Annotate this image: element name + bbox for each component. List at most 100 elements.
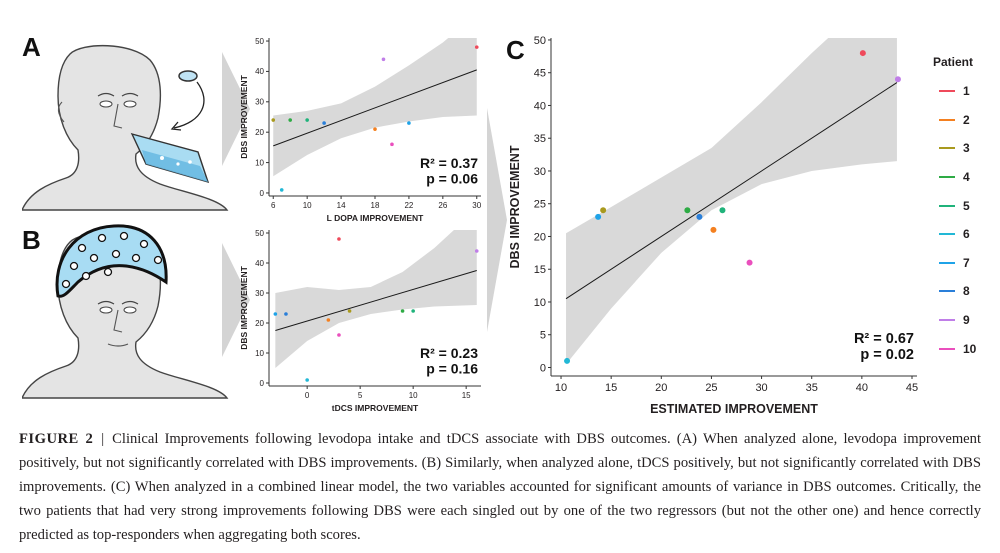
x-axis-label: tDCS IMPROVEMENT <box>332 403 419 413</box>
legend-swatch <box>939 290 955 293</box>
y-tick-label: 35 <box>534 133 546 145</box>
legend-item-patient-10: 10 <box>933 334 997 363</box>
x-tick-label: 6 <box>271 201 276 210</box>
x-tick-label: 0 <box>305 391 310 400</box>
caption-figure-label: FIGURE 2 <box>19 431 94 447</box>
legend-label: 7 <box>963 255 970 270</box>
chart-c-combined-scatter: 10 15 20 25 30 35 40 45 0 5 10 15 20 25 30 35 40 45 50 ESTI… <box>508 35 918 416</box>
y-tick-label: 15 <box>534 264 546 276</box>
x-tick-label: 25 <box>705 382 717 394</box>
y-tick-label: 50 <box>534 35 546 47</box>
x-tick-label: 10 <box>555 382 567 394</box>
caption-text: Clinical Improvements following levodopa… <box>19 431 982 543</box>
y-tick-label: 30 <box>255 98 264 107</box>
legend-item-patient-1: 1 <box>933 77 997 106</box>
x-tick-label: 35 <box>806 382 818 394</box>
legend-label: 9 <box>963 313 970 328</box>
data-point-patient-8 <box>696 213 703 220</box>
legend-swatch <box>939 90 955 93</box>
legend-item-patient-4: 4 <box>933 163 997 192</box>
legend-swatch <box>939 261 955 264</box>
x-tick-label: 10 <box>303 201 312 210</box>
data-point-patient-5 <box>305 118 309 122</box>
legend-item-patient-8: 8 <box>933 277 997 306</box>
arrow-to-combined-chart <box>487 108 507 332</box>
data-point-patient-9 <box>381 57 386 62</box>
panel-label-b: B <box>22 225 41 255</box>
x-tick-label: 14 <box>337 201 346 210</box>
legend-label: 10 <box>963 341 977 356</box>
data-point-patient-1 <box>337 237 341 241</box>
x-tick-label: 20 <box>655 382 667 394</box>
r-squared-stat: R² = 0.67 <box>854 331 914 347</box>
y-tick-label: 0 <box>260 379 265 388</box>
data-point-patient-8 <box>322 121 326 125</box>
legend-item-patient-9: 9 <box>933 306 997 335</box>
data-point-patient-4 <box>288 118 292 122</box>
y-tick-label: 30 <box>534 166 546 178</box>
chart-b-tdcs-scatter: 0 5 10 15 0 10 20 30 40 50 tDCS IMPROVEMENT DBS IMP… <box>239 229 481 413</box>
x-tick-label: 22 <box>404 201 413 210</box>
data-point-patient-4 <box>400 309 405 313</box>
x-tick-label: 30 <box>472 201 481 210</box>
x-tick-label: 18 <box>371 201 380 210</box>
confidence-band <box>273 38 477 177</box>
y-tick-label: 20 <box>534 231 546 243</box>
x-tick-label: 10 <box>409 391 418 400</box>
y-tick-label: 45 <box>534 68 546 80</box>
legend-title: Patient <box>933 55 974 69</box>
x-tick-label: 15 <box>605 382 617 394</box>
x-tick-label: 15 <box>462 391 471 400</box>
legend-item-patient-2: 2 <box>933 106 997 135</box>
legend-swatch <box>939 147 955 150</box>
data-point-patient-1 <box>859 50 866 57</box>
panel-label-c: C <box>506 35 525 65</box>
chart-a-ldopa-scatter: 6 10 14 18 22 26 30 0 10 20 30 40 50 L DOPA IMPROVEME… <box>239 37 482 223</box>
legend-label: 8 <box>963 284 970 299</box>
legend-label: 1 <box>963 84 970 99</box>
x-tick-label: 40 <box>856 382 868 394</box>
x-tick-label: 45 <box>906 382 918 394</box>
data-point-patient-9 <box>474 249 479 253</box>
legend-label: 5 <box>963 198 970 213</box>
confidence-band <box>566 38 897 365</box>
arrow-a-to-chart <box>222 52 250 166</box>
y-tick-label: 25 <box>534 199 546 211</box>
data-point-patient-5 <box>411 309 415 313</box>
x-tick-label: 30 <box>755 382 767 394</box>
data-point-patient-10 <box>746 259 753 266</box>
data-point-patient-5 <box>719 207 726 214</box>
data-point-patient-7 <box>407 121 411 125</box>
data-point-patient-3 <box>271 118 276 122</box>
y-tick-label: 10 <box>255 349 264 358</box>
legend-label: 4 <box>963 170 970 185</box>
legend-item-patient-7: 7 <box>933 249 997 278</box>
confidence-band <box>275 230 477 368</box>
regression-line <box>565 82 898 300</box>
data-point-patient-6 <box>564 357 571 364</box>
y-tick-label: 20 <box>255 128 264 137</box>
legend-swatch <box>939 176 955 179</box>
y-tick-label: 40 <box>534 100 546 112</box>
regression-line <box>273 69 477 147</box>
r-squared-stat: R² = 0.23 <box>420 345 478 361</box>
legend-item-patient-6: 6 <box>933 220 997 249</box>
panel-label-a: A <box>22 32 41 62</box>
patient-legend: Patient 1 2 3 4 5 6 7 8 9 10 <box>933 55 997 363</box>
y-tick-label: 5 <box>540 330 546 342</box>
legend-swatch <box>939 347 955 350</box>
regression-line <box>275 270 477 331</box>
data-point-patient-3 <box>600 207 607 214</box>
y-axis-label: DBS IMPROVEMENT <box>239 265 249 349</box>
legend-label: 6 <box>963 227 970 242</box>
data-point-patient-2 <box>326 318 331 322</box>
data-point-patient-1 <box>474 45 479 49</box>
y-tick-label: 40 <box>255 67 264 76</box>
data-point-patient-6 <box>279 188 284 192</box>
data-point-patient-2 <box>373 127 377 131</box>
p-value-stat: p = 0.02 <box>860 347 914 363</box>
y-tick-label: 10 <box>255 158 264 167</box>
data-point-patient-9 <box>894 76 901 83</box>
legend-swatch <box>939 233 955 236</box>
data-point-patient-4 <box>684 207 691 214</box>
